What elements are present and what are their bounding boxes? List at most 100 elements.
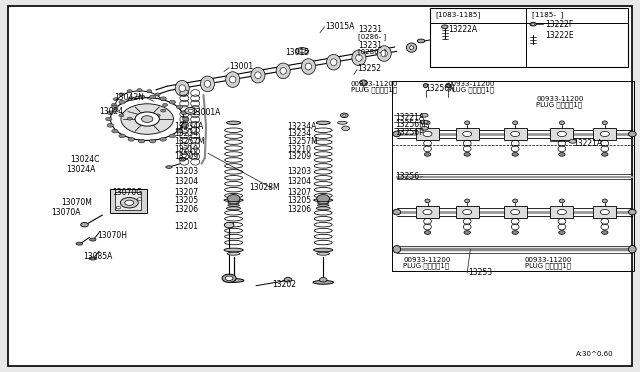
Text: 13001: 13001: [229, 62, 253, 71]
Ellipse shape: [111, 98, 184, 140]
Text: 13234A: 13234A: [287, 122, 316, 131]
Ellipse shape: [338, 121, 348, 124]
Text: 13070H: 13070H: [97, 231, 127, 240]
Ellipse shape: [628, 246, 636, 253]
Bar: [430, 8, 628, 67]
Text: 13204: 13204: [287, 177, 311, 186]
Text: 13256N: 13256N: [426, 84, 456, 93]
Ellipse shape: [602, 121, 607, 125]
Ellipse shape: [317, 202, 329, 204]
Ellipse shape: [531, 23, 535, 25]
Ellipse shape: [424, 153, 431, 156]
Ellipse shape: [559, 153, 565, 156]
Text: 13205: 13205: [287, 196, 311, 205]
Ellipse shape: [406, 43, 417, 52]
Ellipse shape: [224, 199, 243, 202]
Text: 13085A: 13085A: [83, 252, 113, 261]
Ellipse shape: [224, 248, 243, 252]
Ellipse shape: [225, 276, 233, 280]
Ellipse shape: [225, 222, 234, 228]
Ellipse shape: [424, 231, 431, 234]
Ellipse shape: [420, 120, 428, 124]
Ellipse shape: [107, 111, 113, 115]
Ellipse shape: [163, 103, 168, 106]
Text: 00933-11200: 00933-11200: [403, 257, 451, 263]
Ellipse shape: [417, 39, 425, 43]
Text: 13256P: 13256P: [396, 128, 424, 137]
Ellipse shape: [423, 209, 432, 215]
Ellipse shape: [513, 121, 518, 125]
Ellipse shape: [161, 109, 166, 112]
Ellipse shape: [316, 121, 330, 124]
Text: 13257M: 13257M: [287, 137, 317, 146]
Ellipse shape: [420, 113, 428, 117]
Ellipse shape: [602, 199, 607, 203]
Ellipse shape: [280, 68, 287, 74]
Ellipse shape: [138, 139, 145, 143]
Ellipse shape: [343, 115, 346, 116]
Bar: [504, 128, 527, 140]
Ellipse shape: [150, 95, 156, 99]
Ellipse shape: [227, 195, 240, 203]
Ellipse shape: [511, 209, 520, 215]
Text: 13234A: 13234A: [174, 122, 204, 131]
Ellipse shape: [628, 131, 636, 137]
Bar: [550, 206, 573, 218]
Ellipse shape: [200, 76, 214, 92]
Ellipse shape: [106, 117, 112, 121]
Text: PLUG プラグ（1）: PLUG プラグ（1）: [448, 87, 494, 93]
Text: 13001A: 13001A: [191, 108, 220, 117]
Ellipse shape: [557, 131, 566, 137]
Ellipse shape: [512, 231, 518, 234]
Text: [1083-1185]: [1083-1185]: [435, 11, 481, 17]
Ellipse shape: [227, 207, 241, 210]
Ellipse shape: [423, 131, 432, 137]
Text: 13221A: 13221A: [396, 113, 425, 122]
Text: 13201: 13201: [174, 222, 198, 231]
Ellipse shape: [176, 129, 182, 133]
Ellipse shape: [569, 140, 577, 143]
Ellipse shape: [138, 198, 142, 200]
Text: 13256: 13256: [396, 172, 420, 181]
Ellipse shape: [112, 129, 118, 133]
Ellipse shape: [393, 246, 401, 253]
Ellipse shape: [228, 204, 239, 206]
Text: 13015A: 13015A: [325, 22, 355, 31]
Ellipse shape: [188, 109, 193, 112]
Text: 00933-11200: 00933-11200: [536, 96, 584, 102]
Ellipse shape: [410, 46, 413, 49]
Text: 13252: 13252: [357, 64, 381, 73]
Ellipse shape: [319, 278, 327, 282]
Ellipse shape: [360, 80, 367, 85]
Ellipse shape: [557, 209, 566, 215]
Ellipse shape: [111, 103, 116, 106]
Ellipse shape: [141, 116, 153, 122]
Ellipse shape: [119, 93, 124, 96]
Ellipse shape: [155, 114, 160, 117]
Text: 13207: 13207: [174, 188, 198, 197]
Ellipse shape: [169, 100, 175, 104]
Ellipse shape: [128, 138, 134, 141]
Ellipse shape: [513, 199, 518, 203]
Ellipse shape: [559, 121, 564, 125]
Text: 13231: 13231: [358, 41, 383, 50]
Ellipse shape: [425, 121, 430, 125]
Bar: [110, 189, 147, 213]
Text: [0286- ]: [0286- ]: [358, 49, 387, 55]
Ellipse shape: [425, 199, 430, 203]
Ellipse shape: [204, 81, 211, 87]
Bar: [504, 206, 527, 218]
Ellipse shape: [137, 89, 142, 92]
Ellipse shape: [356, 55, 362, 61]
Ellipse shape: [251, 67, 265, 83]
Ellipse shape: [559, 231, 565, 234]
Text: 13222A: 13222A: [448, 25, 477, 34]
Ellipse shape: [445, 83, 451, 88]
Ellipse shape: [342, 126, 349, 131]
Text: 13015: 13015: [285, 48, 309, 57]
Ellipse shape: [137, 118, 142, 121]
Ellipse shape: [113, 109, 118, 112]
Ellipse shape: [121, 104, 173, 134]
Ellipse shape: [314, 248, 333, 252]
Text: 13209: 13209: [287, 153, 311, 161]
